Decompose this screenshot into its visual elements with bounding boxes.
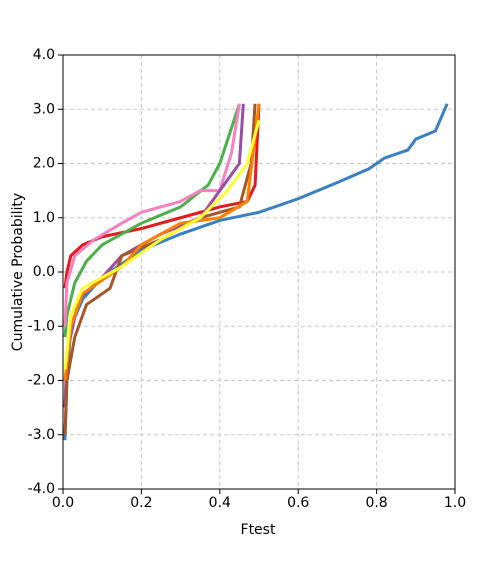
y-axis-label: Cumulative Probability [10, 193, 26, 351]
y-tick-label: 3.0 [33, 101, 55, 117]
plot-frame [62, 54, 456, 490]
series-line [63, 103, 257, 435]
y-tick-label: 4.0 [33, 47, 55, 63]
x-tick-label: 1.0 [444, 495, 466, 511]
y-tick-label: -4.0 [28, 481, 55, 497]
y-tick-label: -1.0 [28, 318, 55, 334]
y-tick-label: 1.0 [33, 210, 55, 226]
x-tick-label: 0.4 [209, 495, 231, 511]
y-tick-label: -3.0 [28, 427, 55, 443]
series-line [63, 103, 241, 327]
y-tick-label: 0.0 [33, 264, 55, 280]
x-axis-label: Ftest [241, 522, 276, 538]
y-tick-label: 2.0 [33, 156, 55, 172]
y-tick-label: -2.0 [28, 373, 55, 389]
x-tick-label: 0.6 [287, 495, 309, 511]
series-line [63, 119, 261, 370]
x-tick-label: 0.0 [52, 495, 74, 511]
series-line [63, 103, 261, 381]
x-tick-label: 0.2 [130, 495, 152, 511]
x-tick-label: 0.8 [365, 495, 387, 511]
series-line [63, 103, 261, 289]
series-line [63, 103, 241, 338]
